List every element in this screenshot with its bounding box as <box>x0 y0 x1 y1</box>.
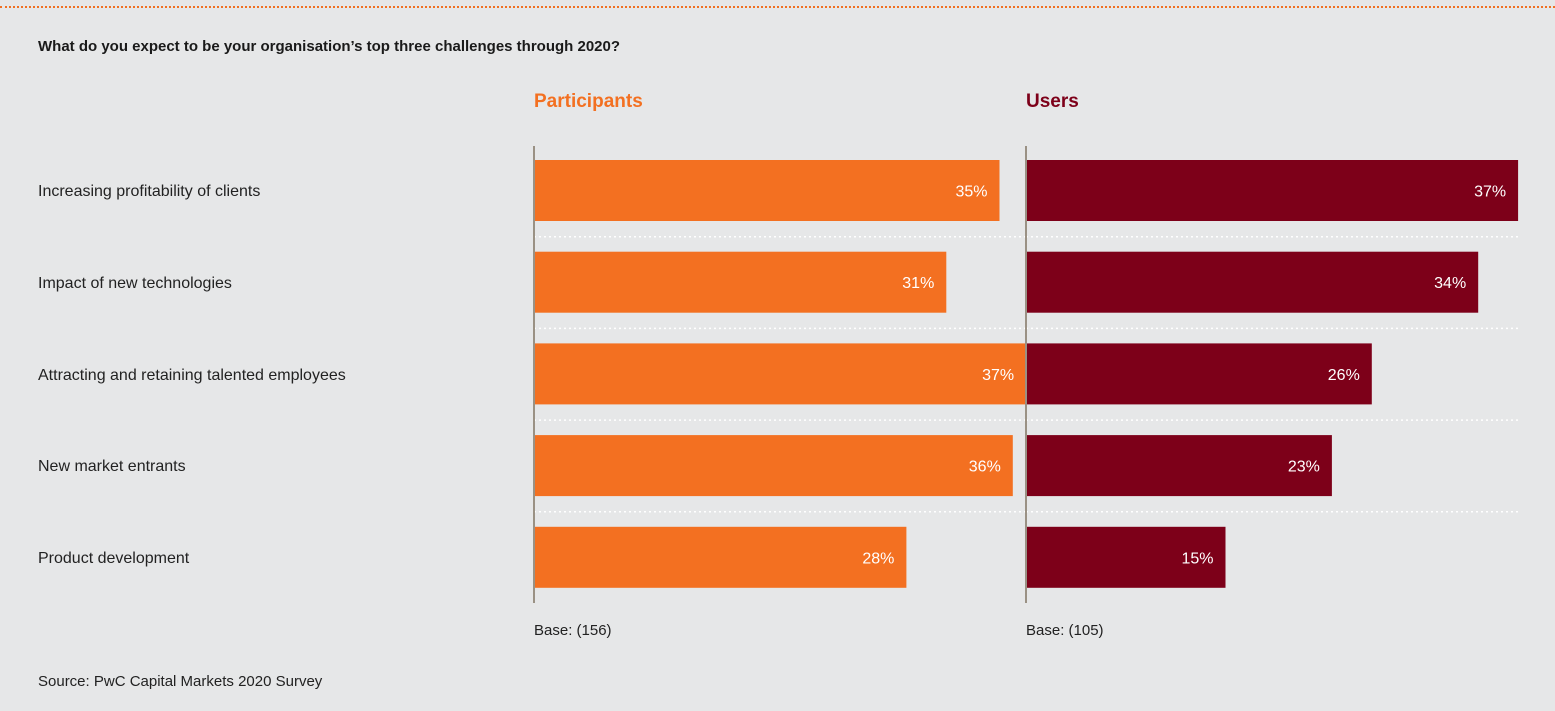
category-label-product-development: Product development <box>38 550 190 567</box>
category-label-new-market-entrants: New market entrants <box>38 458 186 475</box>
users-bar <box>1026 435 1332 497</box>
participants-bar-value-label: 37% <box>982 367 1014 384</box>
participants-bar <box>534 526 907 588</box>
users-bar <box>1026 526 1226 588</box>
participants-bar <box>534 160 1000 221</box>
participants-bar-value-label: 36% <box>969 459 1001 476</box>
participants-bar <box>534 435 1013 497</box>
category-label-new-technologies: Impact of new technologies <box>38 275 232 292</box>
participants-bar <box>534 343 1027 405</box>
category-label-talented-employees: Attracting and retaining talented employ… <box>38 367 346 384</box>
users-bar <box>1026 160 1519 221</box>
users-bar-value-label: 34% <box>1434 275 1466 292</box>
participants-panel-title: Participants <box>534 91 643 112</box>
chart-question: What do you expect to be your organisati… <box>38 38 621 55</box>
users-bar <box>1026 343 1372 405</box>
participants-bar <box>534 251 947 313</box>
participants-bar-value-label: 35% <box>955 184 987 201</box>
users-bar-value-label: 26% <box>1328 367 1360 384</box>
users-panel-title: Users <box>1026 91 1079 112</box>
participants-bar-value-label: 31% <box>902 275 934 292</box>
users-bar-value-label: 23% <box>1288 459 1320 476</box>
users-bar-value-label: 37% <box>1474 184 1506 201</box>
category-label-increasing-profitability: Increasing profitability of clients <box>38 183 261 200</box>
users-bar-value-label: 15% <box>1181 550 1213 567</box>
users-bar <box>1026 251 1479 313</box>
users-base-label: Base: (105) <box>1026 622 1104 639</box>
top-dotted-rule <box>0 6 1555 8</box>
source-note: Source: PwC Capital Markets 2020 Survey <box>38 673 323 690</box>
participants-bar-value-label: 28% <box>862 550 894 567</box>
participants-base-label: Base: (156) <box>534 622 612 639</box>
